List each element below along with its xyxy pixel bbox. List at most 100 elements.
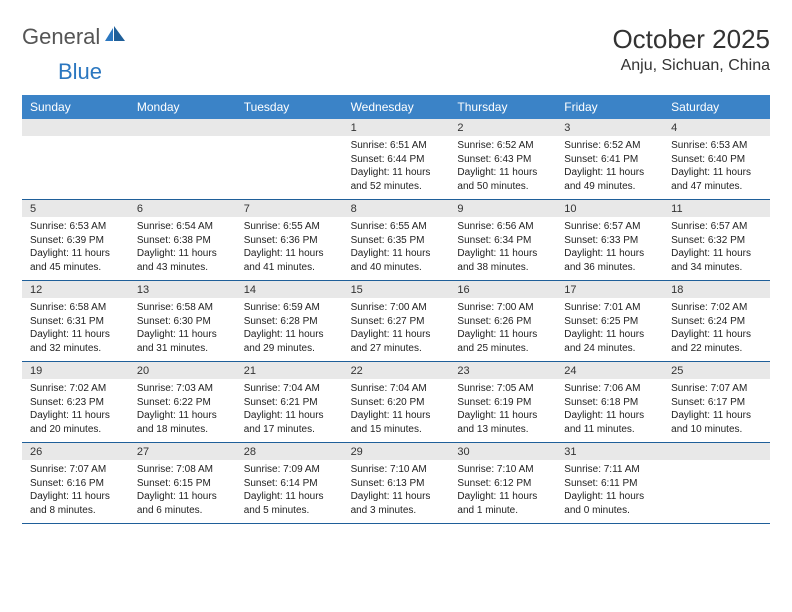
sunrise-line: Sunrise: 7:05 AM <box>457 382 548 396</box>
day-details: Sunrise: 7:06 AMSunset: 6:18 PMDaylight:… <box>556 379 663 442</box>
sunrise-line: Sunrise: 7:03 AM <box>137 382 228 396</box>
day-number: 20 <box>129 362 236 379</box>
calendar-day: 10Sunrise: 6:57 AMSunset: 6:33 PMDayligh… <box>556 200 663 280</box>
calendar-day: 25Sunrise: 7:07 AMSunset: 6:17 PMDayligh… <box>663 362 770 442</box>
logo-sail-icon <box>104 26 126 49</box>
sunset-line: Sunset: 6:24 PM <box>671 315 762 329</box>
day-details: Sunrise: 7:02 AMSunset: 6:24 PMDaylight:… <box>663 298 770 361</box>
daylight-line: Daylight: 11 hours and 34 minutes. <box>671 247 762 274</box>
day-details <box>22 136 129 198</box>
day-number: 16 <box>449 281 556 298</box>
day-details: Sunrise: 6:59 AMSunset: 6:28 PMDaylight:… <box>236 298 343 361</box>
day-number: 27 <box>129 443 236 460</box>
sunrise-line: Sunrise: 7:02 AM <box>671 301 762 315</box>
day-details: Sunrise: 6:56 AMSunset: 6:34 PMDaylight:… <box>449 217 556 280</box>
daylight-line: Daylight: 11 hours and 38 minutes. <box>457 247 548 274</box>
day-number: 12 <box>22 281 129 298</box>
daylight-line: Daylight: 11 hours and 15 minutes. <box>351 409 442 436</box>
sunset-line: Sunset: 6:36 PM <box>244 234 335 248</box>
sunset-line: Sunset: 6:33 PM <box>564 234 655 248</box>
day-details: Sunrise: 6:52 AMSunset: 6:41 PMDaylight:… <box>556 136 663 199</box>
calendar-day: 28Sunrise: 7:09 AMSunset: 6:14 PMDayligh… <box>236 443 343 523</box>
day-number: 24 <box>556 362 663 379</box>
daylight-line: Daylight: 11 hours and 11 minutes. <box>564 409 655 436</box>
day-number: 3 <box>556 119 663 136</box>
sunrise-line: Sunrise: 7:09 AM <box>244 463 335 477</box>
logo-word-1: General <box>22 24 100 50</box>
daylight-line: Daylight: 11 hours and 52 minutes. <box>351 166 442 193</box>
sunset-line: Sunset: 6:32 PM <box>671 234 762 248</box>
calendar-day: 13Sunrise: 6:58 AMSunset: 6:30 PMDayligh… <box>129 281 236 361</box>
day-number: 14 <box>236 281 343 298</box>
sunrise-line: Sunrise: 7:00 AM <box>351 301 442 315</box>
day-number: 11 <box>663 200 770 217</box>
calendar-day: 3Sunrise: 6:52 AMSunset: 6:41 PMDaylight… <box>556 119 663 199</box>
day-details: Sunrise: 6:58 AMSunset: 6:31 PMDaylight:… <box>22 298 129 361</box>
weekday-header: Monday <box>129 95 236 119</box>
day-details: Sunrise: 7:05 AMSunset: 6:19 PMDaylight:… <box>449 379 556 442</box>
daylight-line: Daylight: 11 hours and 8 minutes. <box>30 490 121 517</box>
day-number: 19 <box>22 362 129 379</box>
day-number <box>129 119 236 136</box>
calendar-day: 26 Sunrise: 7:07 AMSunset: 6:16 PMDayligh… <box>22 443 129 523</box>
sunrise-line: Sunrise: 6:53 AM <box>671 139 762 153</box>
weekday-header: Tuesday <box>236 95 343 119</box>
calendar-day: 29Sunrise: 7:10 AMSunset: 6:13 PMDayligh… <box>343 443 450 523</box>
day-details: Sunrise: 7:10 AMSunset: 6:13 PMDaylight:… <box>343 460 450 523</box>
day-number: 13 <box>129 281 236 298</box>
sunrise-line: Sunrise: 7:07 AM <box>30 463 121 477</box>
day-details: Sunrise: 7:08 AMSunset: 6:15 PMDaylight:… <box>129 460 236 523</box>
day-details: Sunrise: 7:03 AMSunset: 6:22 PMDaylight:… <box>129 379 236 442</box>
calendar-week: 12Sunrise: 6:58 AMSunset: 6:31 PMDayligh… <box>22 281 770 362</box>
sunset-line: Sunset: 6:40 PM <box>671 153 762 167</box>
daylight-line: Daylight: 11 hours and 10 minutes. <box>671 409 762 436</box>
daylight-line: Daylight: 11 hours and 29 minutes. <box>244 328 335 355</box>
day-number: 9 <box>449 200 556 217</box>
calendar-day: 8Sunrise: 6:55 AMSunset: 6:35 PMDaylight… <box>343 200 450 280</box>
sunset-line: Sunset: 6:19 PM <box>457 396 548 410</box>
daylight-line: Daylight: 11 hours and 50 minutes. <box>457 166 548 193</box>
sunset-line: Sunset: 6:35 PM <box>351 234 442 248</box>
day-number <box>236 119 343 136</box>
sunrise-line: Sunrise: 7:10 AM <box>351 463 442 477</box>
daylight-line: Daylight: 11 hours and 43 minutes. <box>137 247 228 274</box>
daylight-line: Daylight: 11 hours and 18 minutes. <box>137 409 228 436</box>
sunset-line: Sunset: 6:18 PM <box>564 396 655 410</box>
day-number: 17 <box>556 281 663 298</box>
calendar-day: 30Sunrise: 7:10 AMSunset: 6:12 PMDayligh… <box>449 443 556 523</box>
sunset-line: Sunset: 6:34 PM <box>457 234 548 248</box>
day-number <box>663 443 770 460</box>
sunset-line: Sunset: 6:28 PM <box>244 315 335 329</box>
daylight-line: Daylight: 11 hours and 6 minutes. <box>137 490 228 517</box>
daylight-line: Daylight: 11 hours and 17 minutes. <box>244 409 335 436</box>
calendar-day: 2Sunrise: 6:52 AMSunset: 6:43 PMDaylight… <box>449 119 556 199</box>
calendar-day <box>22 119 129 199</box>
calendar-day: 21Sunrise: 7:04 AMSunset: 6:21 PMDayligh… <box>236 362 343 442</box>
day-number: 25 <box>663 362 770 379</box>
day-number: 6 <box>129 200 236 217</box>
location-subtitle: Anju, Sichuan, China <box>612 57 770 75</box>
daylight-line: Daylight: 11 hours and 13 minutes. <box>457 409 548 436</box>
sunset-line: Sunset: 6:12 PM <box>457 477 548 491</box>
calendar-day: 4Sunrise: 6:53 AMSunset: 6:40 PMDaylight… <box>663 119 770 199</box>
calendar-day: 18Sunrise: 7:02 AMSunset: 6:24 PMDayligh… <box>663 281 770 361</box>
daylight-line: Daylight: 11 hours and 0 minutes. <box>564 490 655 517</box>
sunset-line: Sunset: 6:16 PM <box>30 477 121 491</box>
day-details: Sunrise: 6:53 AMSunset: 6:40 PMDaylight:… <box>663 136 770 199</box>
weekday-header: Wednesday <box>343 95 450 119</box>
calendar-day: 19Sunrise: 7:02 AMSunset: 6:23 PMDayligh… <box>22 362 129 442</box>
day-details: Sunrise: 7:01 AMSunset: 6:25 PMDaylight:… <box>556 298 663 361</box>
calendar-day: 24Sunrise: 7:06 AMSunset: 6:18 PMDayligh… <box>556 362 663 442</box>
sunrise-line: Sunrise: 7:04 AM <box>351 382 442 396</box>
calendar-week: 1Sunrise: 6:51 AMSunset: 6:44 PMDaylight… <box>22 119 770 200</box>
sunrise-line: Sunrise: 6:58 AM <box>30 301 121 315</box>
daylight-line: Daylight: 11 hours and 41 minutes. <box>244 247 335 274</box>
day-details <box>236 136 343 198</box>
weekday-header: Saturday <box>663 95 770 119</box>
day-number: 21 <box>236 362 343 379</box>
day-number: 26 <box>22 443 129 460</box>
calendar-day: 31Sunrise: 7:11 AMSunset: 6:11 PMDayligh… <box>556 443 663 523</box>
day-number: 2 <box>449 119 556 136</box>
day-details: Sunrise: 7:10 AMSunset: 6:12 PMDaylight:… <box>449 460 556 523</box>
calendar-day <box>663 443 770 523</box>
